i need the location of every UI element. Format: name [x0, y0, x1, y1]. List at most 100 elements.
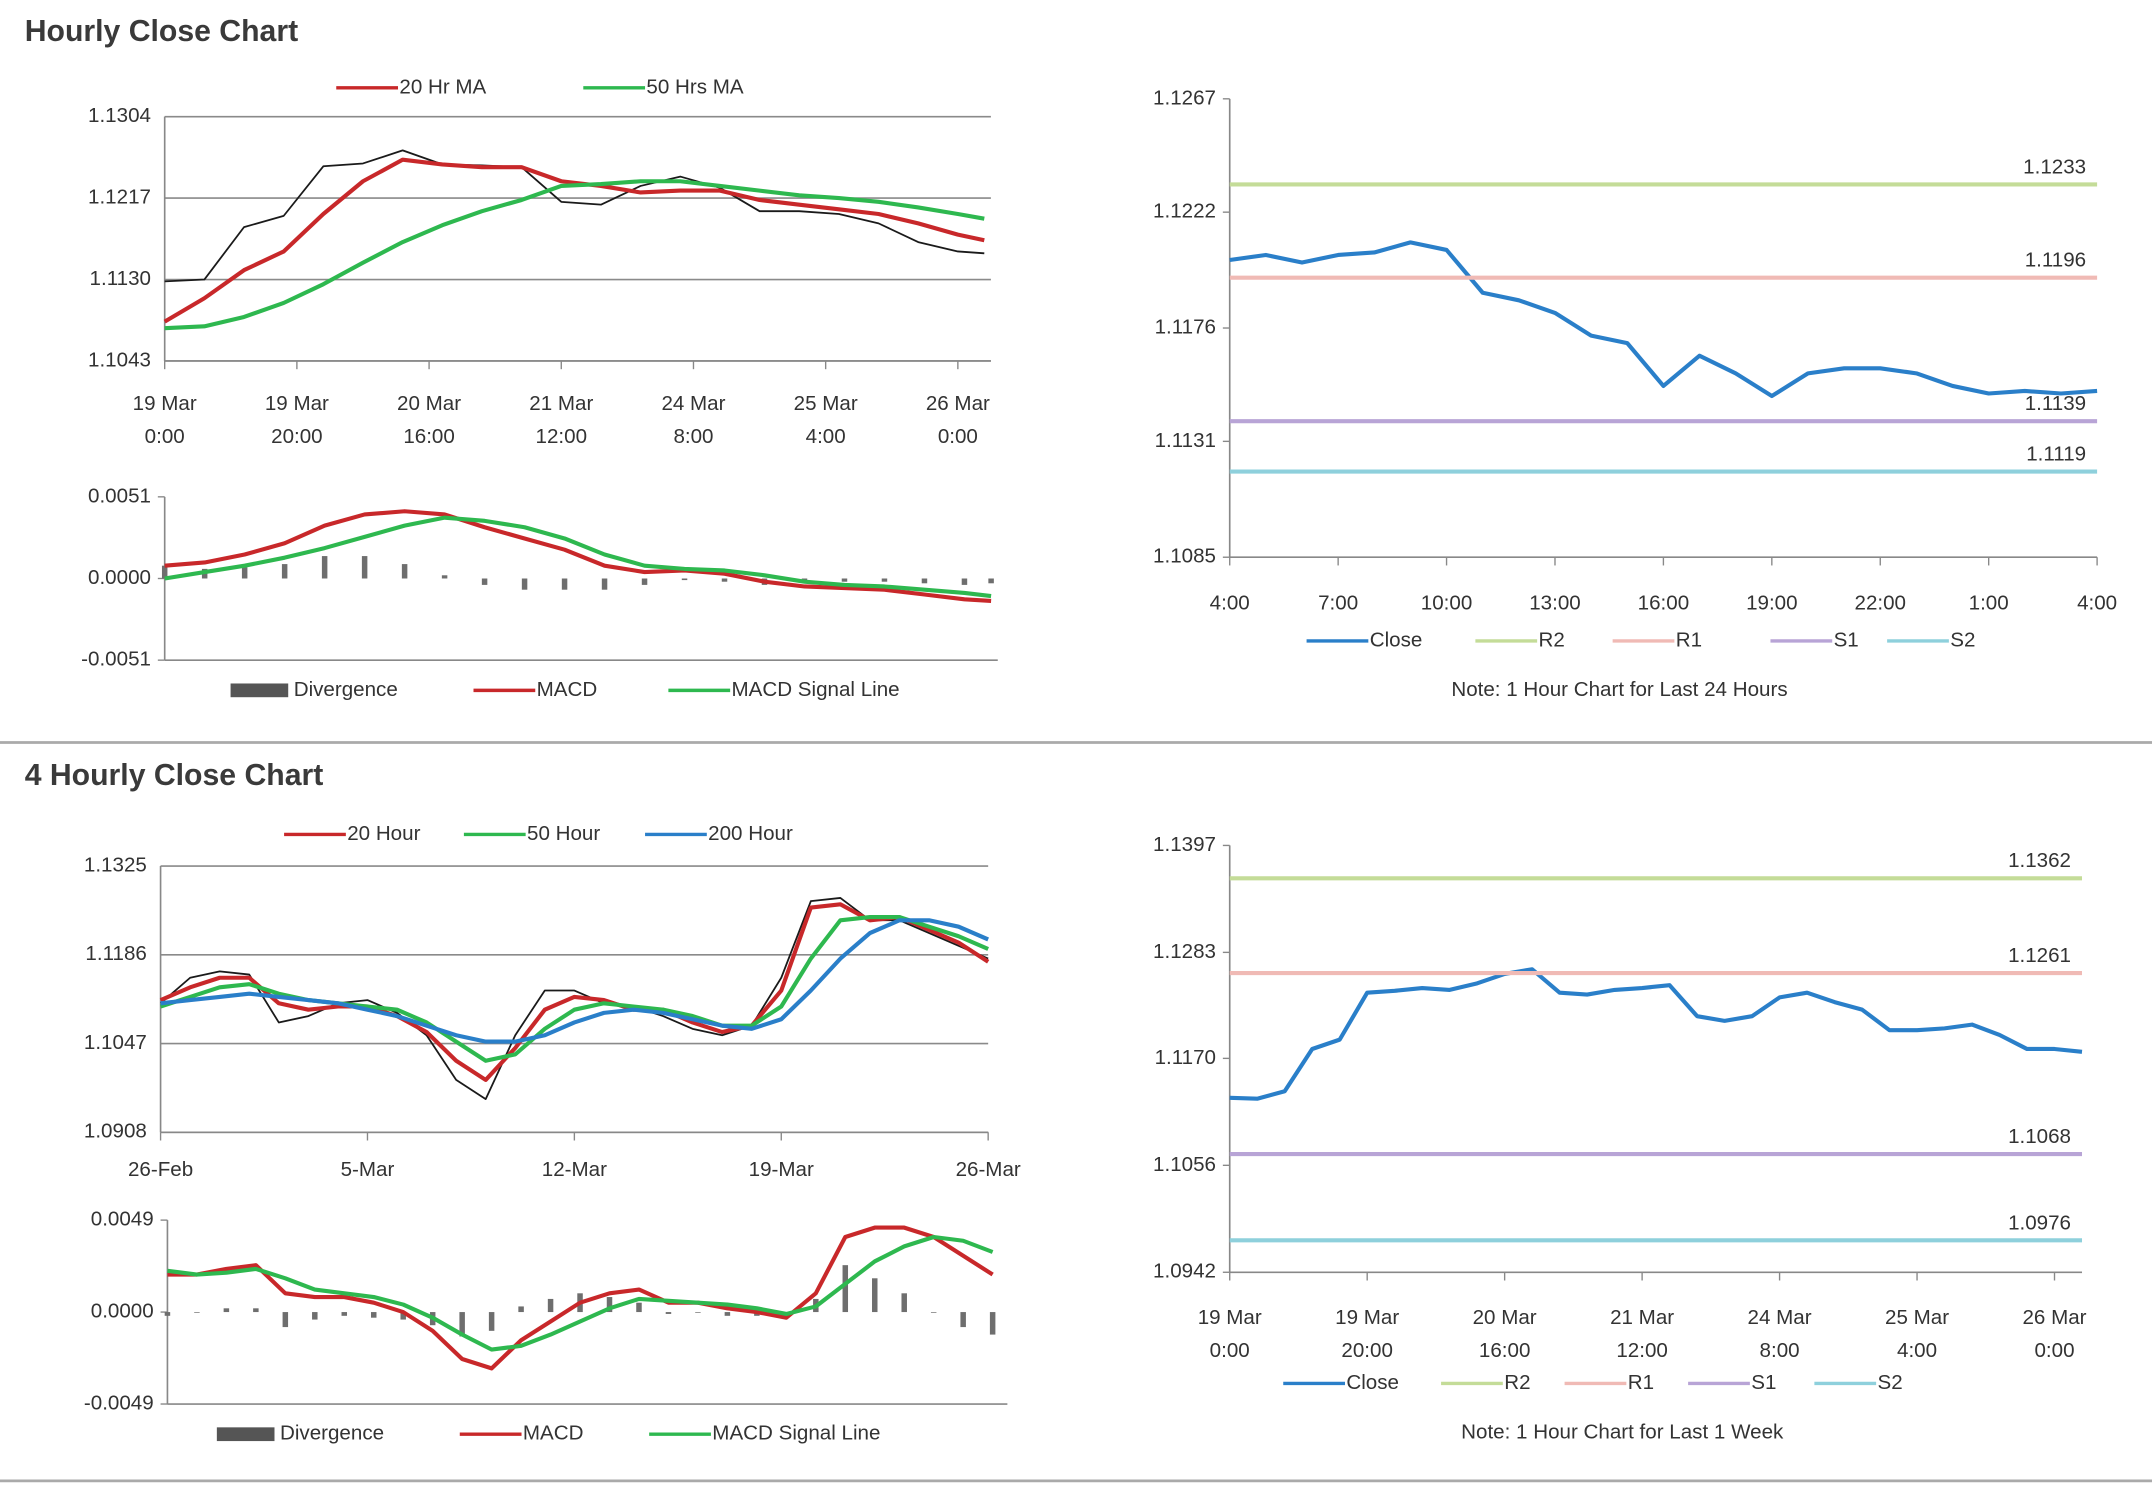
divergence-bar — [481, 578, 488, 585]
divergence-bar — [665, 1312, 672, 1314]
x-tick-label: 19 Mar 0:00 — [133, 392, 197, 448]
divergence-bar — [989, 1312, 996, 1335]
y-tick-label: 1.1043 — [88, 348, 151, 371]
legend-label: MACD — [537, 678, 598, 701]
level-label: 1.1362 — [2008, 849, 2071, 872]
legend-label: S2 — [1950, 628, 1975, 651]
legend-label: Close — [1346, 1371, 1399, 1394]
level-label: 1.1233 — [2023, 155, 2086, 178]
level-label: 1.1196 — [2025, 249, 2086, 272]
x-tick-label: 7:00 — [1318, 591, 1358, 614]
divergence-bar — [459, 1312, 465, 1337]
x-tick-label: 12-Mar — [542, 1158, 607, 1181]
divergence-bar — [281, 564, 288, 579]
level-label: 1.1139 — [2025, 392, 2086, 415]
series-line — [164, 179, 985, 331]
y-tick-label: 1.1085 — [1153, 545, 1216, 568]
x-tick-label: 26-Feb — [128, 1158, 193, 1181]
legend-label: S2 — [1878, 1371, 1903, 1394]
divergence-bar — [164, 1312, 171, 1316]
x-tick-label: 19 Mar 20:00 — [265, 392, 329, 448]
divergence-bar — [161, 565, 168, 579]
divergence-bar — [518, 1306, 524, 1313]
divergence-bar — [361, 556, 368, 579]
x-tick-label: 5-Mar — [341, 1158, 395, 1181]
divergence-bar — [223, 1308, 230, 1313]
x-tick-label: 10:00 — [1421, 591, 1473, 614]
legend-label: R2 — [1504, 1371, 1530, 1394]
x-tick-label: 4:00 — [1210, 591, 1250, 614]
x-tick-label: 19:00 — [1746, 591, 1798, 614]
y-tick-label: 1.1267 — [1153, 86, 1216, 109]
x-tick-label: 1:00 — [1969, 591, 2009, 614]
divergence-bar — [988, 578, 994, 584]
divergence-bar — [341, 1312, 348, 1316]
divergence-bar — [606, 1297, 613, 1313]
legend-label: 20 Hour — [347, 822, 420, 845]
y-tick-label: -0.0051 — [81, 648, 151, 671]
divergence-bar — [636, 1302, 642, 1313]
series-line — [167, 1225, 994, 1371]
legend-label: MACD Signal Line — [712, 1422, 880, 1445]
y-tick-label: 1.1222 — [1153, 200, 1216, 223]
divergence-bar — [253, 1308, 259, 1313]
section-title: 4 Hourly Close Chart — [25, 759, 324, 792]
y-tick-label: 0.0000 — [91, 1300, 154, 1323]
y-tick-label: 1.1186 — [85, 942, 146, 965]
divergence-bar — [547, 1298, 554, 1313]
x-tick-label: 25 Mar 4:00 — [1885, 1306, 1949, 1362]
divergence-bar — [681, 578, 688, 581]
x-tick-label: 26-Mar — [956, 1158, 1021, 1181]
x-tick-label: 24 Mar 8:00 — [1748, 1306, 1812, 1362]
divergence-bar — [695, 1312, 701, 1313]
series-line — [160, 918, 989, 1044]
price-line — [164, 149, 985, 283]
x-tick-label: 26 Mar 0:00 — [926, 392, 990, 448]
y-tick-label: 1.1056 — [1153, 1153, 1216, 1176]
y-tick-label: 1.1131 — [1155, 429, 1216, 452]
y-tick-label: 1.1170 — [1155, 1046, 1216, 1069]
section-title: Hourly Close Chart — [25, 15, 298, 48]
divergence-bar — [872, 1278, 878, 1313]
y-tick-label: 1.1397 — [1153, 833, 1216, 856]
x-tick-label: 21 Mar 12:00 — [1610, 1306, 1674, 1362]
x-tick-label: 16:00 — [1638, 591, 1690, 614]
divergence-bar — [521, 578, 528, 590]
divergence-bar — [312, 1312, 318, 1320]
y-tick-label: 1.1283 — [1153, 940, 1216, 963]
divergence-bar — [488, 1312, 495, 1331]
divergence-bar — [881, 578, 888, 582]
divergence-bar — [370, 1312, 377, 1318]
series-line — [1229, 240, 2098, 399]
series-line — [1229, 967, 2083, 1101]
y-tick-label: -0.0049 — [84, 1391, 154, 1414]
level-label: 1.1119 — [2026, 443, 2086, 466]
divergence-bar — [641, 578, 648, 585]
x-tick-label: 4:00 — [2077, 591, 2117, 614]
legend-label: Divergence — [294, 678, 398, 701]
y-tick-label: 0.0051 — [88, 484, 151, 507]
divergence-bar — [921, 578, 928, 584]
y-tick-label: 1.1325 — [84, 853, 147, 876]
divergence-bar — [841, 578, 848, 582]
x-tick-label: 20 Mar 16:00 — [397, 392, 461, 448]
legend-label: Divergence — [280, 1422, 384, 1445]
divergence-bar — [561, 578, 568, 590]
divergence-bar — [321, 556, 328, 579]
divergence-bar — [960, 1312, 966, 1328]
x-tick-label: 20 Mar 16:00 — [1473, 1306, 1537, 1362]
series-line — [164, 509, 992, 603]
y-tick-label: 0.0049 — [91, 1208, 154, 1231]
divergence-bar — [721, 578, 728, 582]
chart-note: Note: 1 Hour Chart for Last 1 Week — [1461, 1420, 1784, 1443]
y-tick-label: 0.0000 — [88, 566, 151, 589]
legend-swatch — [230, 683, 289, 698]
divergence-bar — [961, 578, 968, 585]
legend-label: 20 Hr MA — [399, 75, 486, 98]
x-tick-label: 26 Mar 0:00 — [2022, 1306, 2086, 1362]
y-tick-label: 1.1130 — [90, 267, 151, 290]
x-tick-label: 19 Mar 0:00 — [1198, 1306, 1262, 1362]
divergence-bar — [441, 575, 448, 579]
